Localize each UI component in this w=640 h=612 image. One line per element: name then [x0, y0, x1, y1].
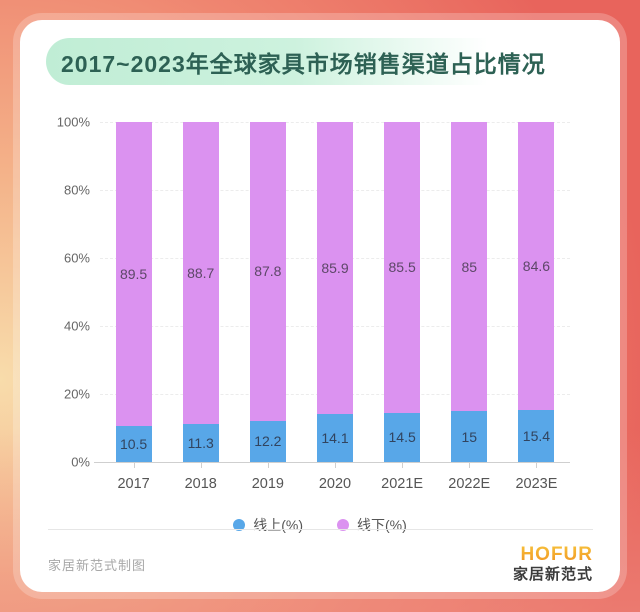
axis-tick-2018 — [200, 463, 202, 468]
value-label-2022E-线上(%): 15 — [461, 428, 478, 445]
bar-segment-2017-线下(%) — [115, 122, 152, 427]
footer-divider — [48, 529, 593, 530]
bar-segment-2019-线上(%) — [249, 420, 286, 462]
value-label-2020-线下(%): 85.9 — [321, 260, 349, 277]
bar-segment-2020-线上(%) — [316, 414, 353, 462]
legend-dot-icon — [337, 519, 349, 531]
axis-tick-2017 — [133, 463, 135, 468]
chart-title: 2017~2023年全球家具市场销售渠道占比情况 — [61, 50, 546, 77]
bar-stack-2021E: 14.5 85.5 — [384, 122, 421, 462]
bar-group-2019: 2019 12.2 87.8 — [234, 122, 301, 492]
legend-dot-icon — [233, 519, 246, 531]
xtick-label-2021E: 2021E — [381, 476, 424, 492]
ytick-label-40: 40% — [63, 318, 90, 334]
stacked-bar-chart: 0% 20% 40% 60% 80% 100% 2017 10.5 89.5 2018 11.3 88… — [20, 20, 620, 592]
value-label-2020-线上(%): 14.1 — [321, 430, 349, 447]
value-label-2021E-线上(%): 14.5 — [388, 429, 416, 446]
bar-segment-2020-线下(%) — [316, 122, 353, 415]
ytick-label-100: 100% — [56, 114, 90, 130]
axis-tick-2019 — [267, 463, 269, 468]
bar-segment-2018-线上(%) — [182, 423, 219, 462]
xtick-label-2023E: 2023E — [515, 476, 558, 492]
bar-segment-2023E-线上(%) — [518, 409, 555, 462]
axis-tick-2021E — [402, 463, 404, 468]
bar-segment-2021E-线下(%) — [384, 122, 421, 413]
value-label-2022E-线下(%): 85 — [461, 258, 478, 275]
footer: 家居新范式制图 HOFUR 家居新范式 — [48, 540, 593, 588]
bar-group-2022E: 2022E 15 85 — [436, 122, 503, 492]
bar-segment-2023E-线下(%) — [518, 122, 555, 410]
brand-logo: HOFUR 家居新范式 — [513, 544, 593, 583]
logo-subtitle: 家居新范式 — [512, 566, 593, 584]
legend-label: 线下(%) — [357, 517, 407, 533]
bar-stack-2023E: 15.4 84.6 — [518, 122, 555, 462]
value-label-2023E-线下(%): 84.6 — [522, 257, 551, 274]
axis-tick-2020 — [334, 463, 336, 468]
value-label-2017-线下(%): 89.5 — [119, 266, 148, 283]
bar-segment-2022E-线上(%) — [451, 411, 488, 462]
value-label-2018-线下(%): 88.7 — [187, 264, 215, 281]
ytick-label-80: 80% — [63, 182, 90, 198]
value-label-2019-线上(%): 12.2 — [254, 433, 282, 450]
bar-groups: 2017 10.5 89.5 2018 11.3 88.7 2019 12.2 87.8 2020… — [100, 122, 570, 492]
legend-item-线下(%): 线下(%) — [337, 515, 407, 535]
bar-stack-2022E: 15 85 — [451, 122, 488, 462]
xtick-label-2020: 2020 — [318, 476, 352, 492]
credit-text: 家居新范式制图 — [48, 557, 147, 573]
value-label-2023E-线上(%): 15.4 — [522, 427, 551, 444]
bar-segment-2021E-线上(%) — [384, 412, 421, 462]
bar-segment-2022E-线下(%) — [451, 122, 488, 411]
bar-group-2023E: 2023E 15.4 84.6 — [503, 122, 570, 492]
ytick-label-0: 0% — [71, 454, 90, 470]
legend-item-线上(%): 线上(%) — [233, 515, 303, 535]
value-label-2017-线上(%): 10.5 — [119, 436, 148, 453]
bar-stack-2017: 10.5 89.5 — [115, 122, 152, 462]
value-label-2018-线上(%): 11.3 — [187, 434, 214, 451]
value-label-2021E-线下(%): 85.5 — [388, 259, 416, 276]
chart-card: 2017~2023年全球家具市场销售渠道占比情况 0% 20% 40% 60% 80% 1… — [20, 20, 620, 592]
bar-stack-2020: 14.1 85.9 — [316, 122, 353, 462]
bar-segment-2018-线下(%) — [182, 122, 219, 424]
axis-tick-2022E — [469, 463, 471, 468]
bar-group-2020: 2020 14.1 85.9 — [301, 122, 368, 492]
xtick-label-2019: 2019 — [251, 476, 284, 492]
value-label-2019-线下(%): 87.8 — [254, 263, 282, 280]
bar-stack-2018: 11.3 88.7 — [182, 122, 219, 462]
logo-wordmark: HOFUR — [513, 544, 593, 566]
xtick-label-2022E: 2022E — [448, 476, 491, 492]
bar-segment-2017-线上(%) — [115, 426, 152, 462]
bar-group-2017: 2017 10.5 89.5 — [100, 122, 167, 492]
bar-stack-2019: 12.2 87.8 — [249, 122, 286, 462]
bar-segment-2019-线下(%) — [249, 122, 286, 421]
title-pill: 2017~2023年全球家具市场销售渠道占比情况 — [46, 38, 598, 85]
chart-legend: 线上(%) 线下(%) — [20, 515, 620, 535]
bar-group-2018: 2018 11.3 88.7 — [167, 122, 234, 492]
legend-label: 线上(%) — [253, 517, 303, 533]
ytick-label-20: 20% — [63, 386, 90, 402]
plot-area: 0% 20% 40% 60% 80% 100% 2017 10.5 89.5 2018 11.3 88… — [57, 115, 570, 492]
ytick-label-60: 60% — [63, 250, 90, 266]
axis-tick-2023E — [536, 463, 538, 468]
bar-group-2021E: 2021E 14.5 85.5 — [369, 122, 436, 492]
x-axis-baseline — [94, 462, 570, 463]
xtick-label-2017: 2017 — [117, 476, 150, 492]
xtick-label-2018: 2018 — [184, 476, 217, 492]
